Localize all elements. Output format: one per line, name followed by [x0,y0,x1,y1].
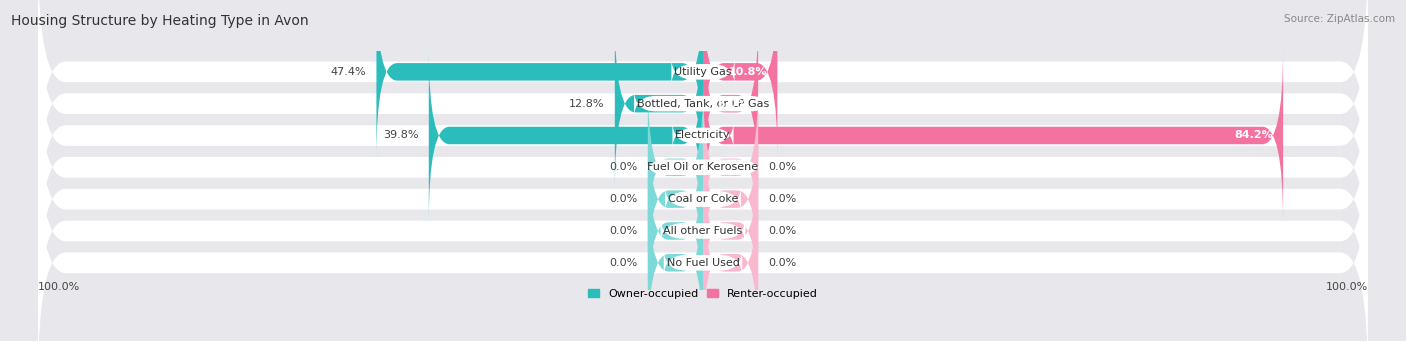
FancyBboxPatch shape [38,82,1368,316]
Text: Electricity: Electricity [675,131,731,140]
FancyBboxPatch shape [38,50,1368,284]
Text: 0.0%: 0.0% [609,226,637,236]
FancyBboxPatch shape [703,144,758,318]
Text: 0.0%: 0.0% [609,258,637,268]
FancyBboxPatch shape [703,80,758,254]
Text: 0.0%: 0.0% [769,162,797,172]
Text: 84.2%: 84.2% [1234,131,1272,140]
Text: 0.0%: 0.0% [769,258,797,268]
FancyBboxPatch shape [38,18,1368,252]
FancyBboxPatch shape [429,49,703,222]
FancyBboxPatch shape [648,113,703,286]
Text: 0.0%: 0.0% [769,226,797,236]
FancyBboxPatch shape [614,17,703,190]
Text: 0.0%: 0.0% [609,194,637,204]
Text: 47.4%: 47.4% [330,67,366,77]
FancyBboxPatch shape [703,113,758,286]
Text: 12.8%: 12.8% [569,99,605,109]
Text: 100.0%: 100.0% [38,282,80,292]
Text: 39.8%: 39.8% [382,131,419,140]
FancyBboxPatch shape [38,114,1368,341]
Legend: Owner-occupied, Renter-occupied: Owner-occupied, Renter-occupied [583,284,823,303]
FancyBboxPatch shape [703,49,1284,222]
FancyBboxPatch shape [377,0,703,159]
FancyBboxPatch shape [38,0,1368,221]
FancyBboxPatch shape [703,17,758,190]
FancyBboxPatch shape [648,144,703,318]
Text: 0.0%: 0.0% [609,162,637,172]
FancyBboxPatch shape [648,176,703,341]
FancyBboxPatch shape [38,0,1368,189]
FancyBboxPatch shape [703,176,758,341]
FancyBboxPatch shape [648,80,703,254]
Text: 10.8%: 10.8% [728,67,768,77]
Text: Fuel Oil or Kerosene: Fuel Oil or Kerosene [647,162,759,172]
Text: 5.0%: 5.0% [717,99,748,109]
Text: Coal or Coke: Coal or Coke [668,194,738,204]
Text: 100.0%: 100.0% [1326,282,1368,292]
Text: Utility Gas: Utility Gas [675,67,731,77]
Text: 0.0%: 0.0% [769,194,797,204]
FancyBboxPatch shape [703,0,778,159]
Text: Source: ZipAtlas.com: Source: ZipAtlas.com [1284,14,1395,24]
Text: No Fuel Used: No Fuel Used [666,258,740,268]
Text: Housing Structure by Heating Type in Avon: Housing Structure by Heating Type in Avo… [11,14,309,28]
Text: All other Fuels: All other Fuels [664,226,742,236]
FancyBboxPatch shape [38,146,1368,341]
Text: Bottled, Tank, or LP Gas: Bottled, Tank, or LP Gas [637,99,769,109]
